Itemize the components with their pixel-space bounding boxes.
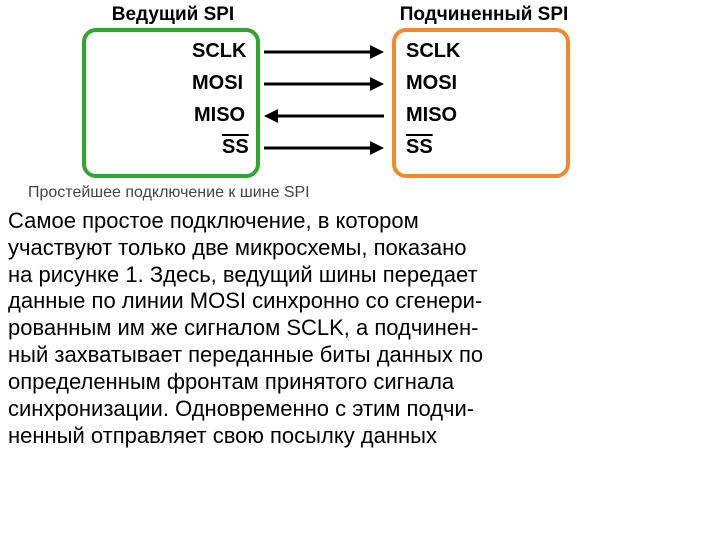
master-signal-miso: MISO (194, 104, 245, 127)
body-line: рованным им же сигналом SCLK, а подчинен… (8, 315, 712, 342)
diagram-caption: Простейшее подключение к шине SPI (28, 184, 310, 202)
body-line: данные по линии MOSI синхронно со сгенер… (8, 288, 712, 315)
body-line: ненный отправляет свою посылку данных (8, 423, 712, 450)
slave-signal-mosi: MOSI (406, 72, 457, 95)
arrow-ss (264, 138, 384, 158)
body-line: на рисунке 1. Здесь, ведущий шины переда… (8, 262, 712, 289)
master-title: Ведущий SPI (98, 4, 248, 26)
body-line: ный захватывает переданные биты данных п… (8, 342, 712, 369)
body-line: определенным фронтам принятого сигнала (8, 369, 712, 396)
master-signal-sclk: SCLK (192, 40, 246, 63)
body-line: Самое простое подключение, в котором (8, 208, 712, 235)
master-signal-mosi: MOSI (192, 72, 243, 95)
arrow-mosi (264, 74, 384, 94)
body-paragraph: Самое простое подключение, в которомучас… (8, 208, 712, 449)
body-line: участвуют только две микросхемы, показан… (8, 235, 712, 262)
slave-signal-ss: SS (406, 136, 433, 159)
slave-signal-sclk: SCLK (406, 40, 460, 63)
slave-signal-miso: MISO (406, 104, 457, 127)
arrow-miso (264, 106, 384, 126)
master-signal-ss: SS (222, 136, 249, 159)
arrow-sclk (264, 42, 384, 62)
slave-title: Подчиненный SPI (384, 4, 584, 26)
diagram-canvas: Ведущий SPI Подчиненный SPI SCLK MOSI MI… (0, 0, 720, 540)
body-line: синхронизации. Одновременно с этим подчи… (8, 396, 712, 423)
